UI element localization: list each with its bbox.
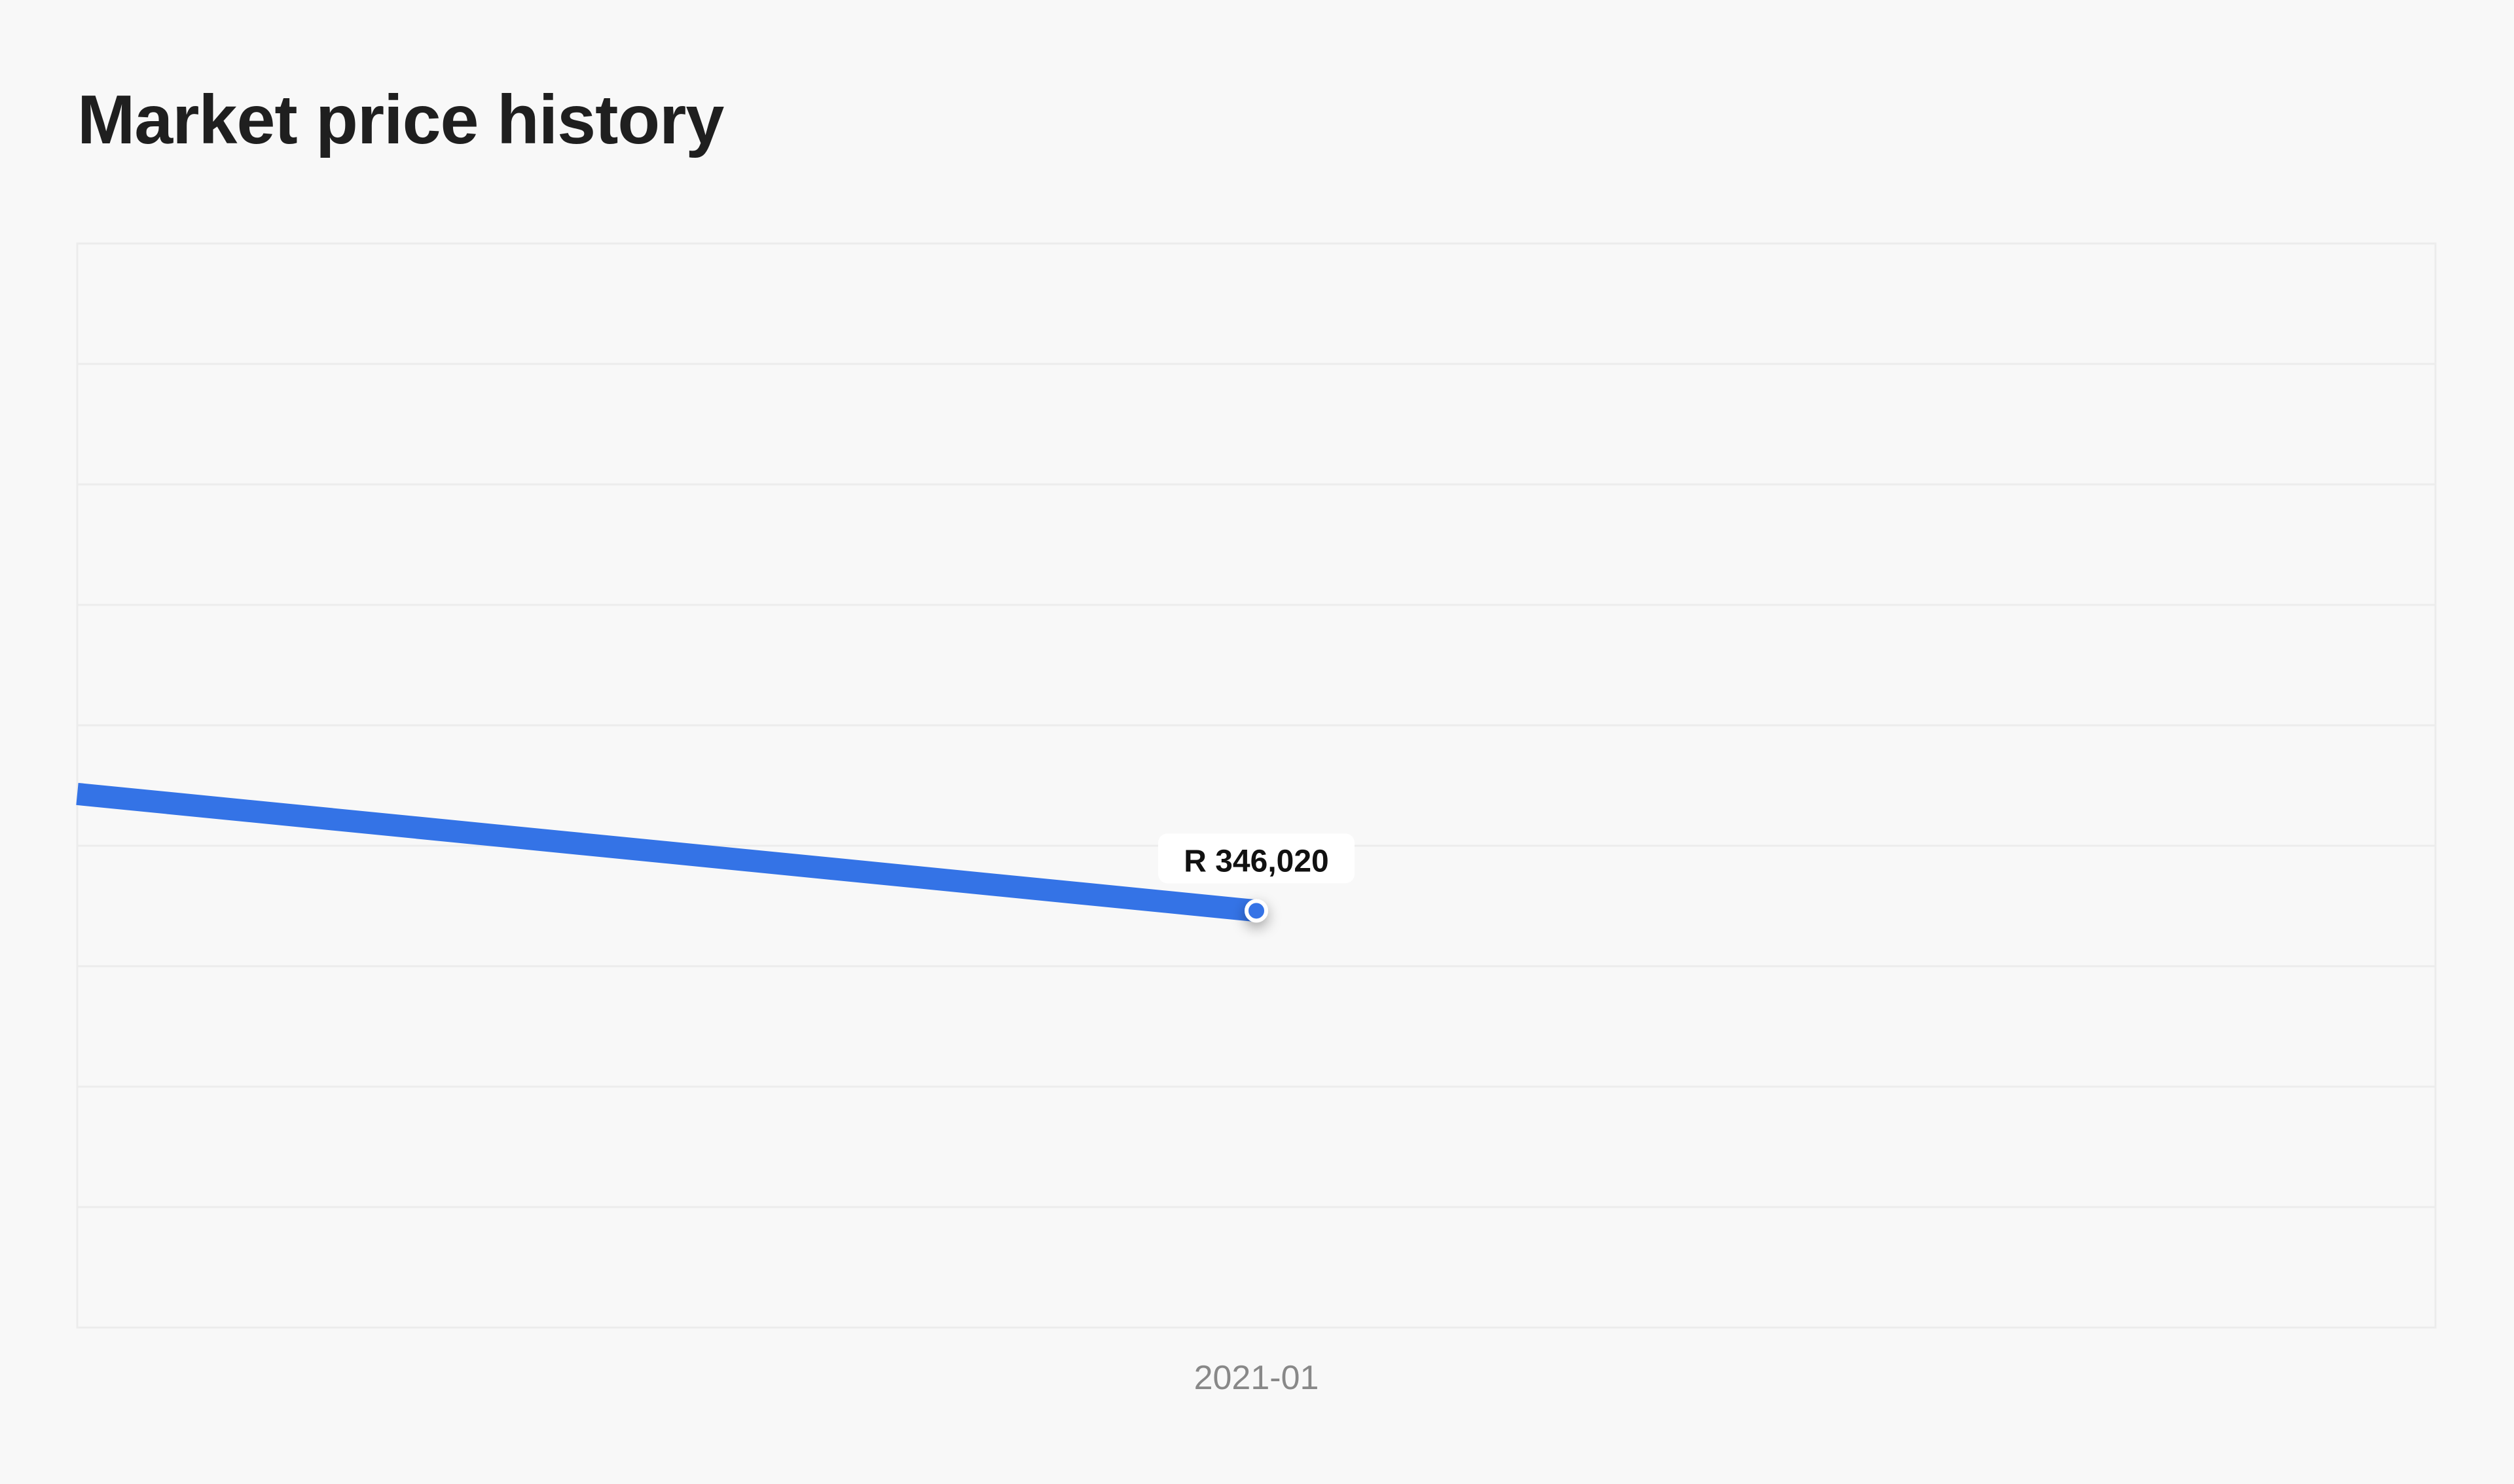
data-label-background [1158,833,1355,884]
x-axis: 2021-01 [1194,1359,1319,1397]
x-tick-label: 2021-01 [1194,1359,1319,1397]
price-series-line [76,782,1258,922]
chart-grid [76,242,2437,1329]
plot-border [76,242,2437,1329]
chart-series [76,782,1258,922]
page-title: Market price history [77,81,724,158]
data-point [1245,899,1268,923]
data-label: R 346,020 [1184,844,1329,878]
chart-labels: R 346,020 [1158,833,1355,923]
